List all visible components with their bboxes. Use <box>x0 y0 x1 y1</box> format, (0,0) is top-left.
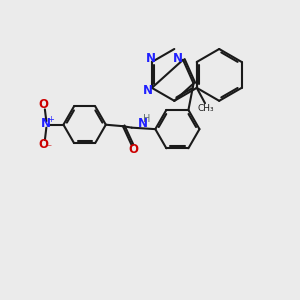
Text: N: N <box>173 52 183 65</box>
Text: +: + <box>47 115 54 124</box>
Text: N: N <box>146 52 155 65</box>
Text: CH₃: CH₃ <box>197 104 214 113</box>
Text: O: O <box>38 98 48 111</box>
Text: H: H <box>143 114 151 124</box>
Text: ⁻: ⁻ <box>46 143 51 153</box>
Text: N: N <box>138 117 148 130</box>
Text: N: N <box>143 84 153 97</box>
Text: N: N <box>41 117 51 130</box>
Text: O: O <box>128 143 139 156</box>
Text: O: O <box>38 138 48 151</box>
